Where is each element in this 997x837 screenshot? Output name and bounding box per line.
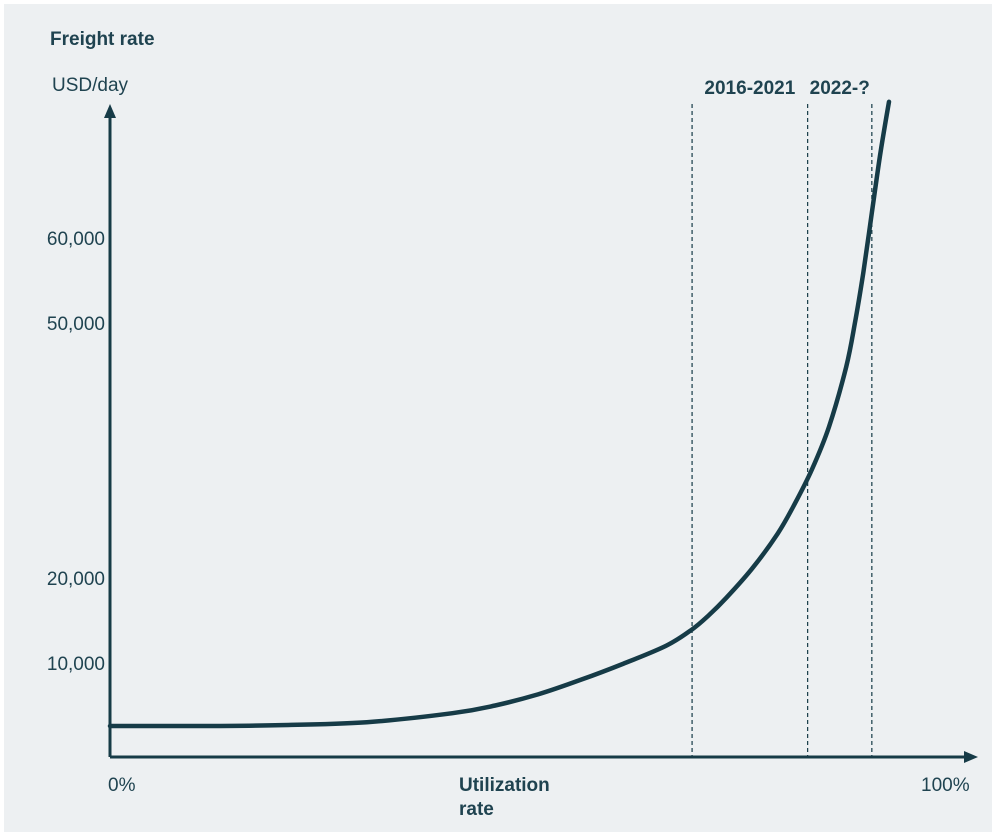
x-axis-arrow — [964, 751, 978, 763]
y-axis-unit: USD/day — [52, 75, 129, 96]
x-tick-label-100: 100% — [921, 775, 970, 796]
y-tick-labels: 10,000 20,000 50,000 60,000 — [47, 229, 105, 675]
y-tick-label-60000: 60,000 — [47, 229, 105, 250]
y-tick-label-20000: 20,000 — [47, 569, 105, 590]
reference-lines — [691, 104, 873, 756]
chart-title: Freight rate — [50, 29, 155, 50]
period-labels: 2016-2021 2022-? — [704, 78, 869, 99]
period-label-2: 2022-? — [810, 78, 870, 99]
x-axis-label-line1: Utilization — [459, 775, 550, 796]
freight-rate-curve — [107, 99, 892, 729]
y-tick-label-50000: 50,000 — [47, 314, 105, 335]
y-tick-label-10000: 10,000 — [47, 654, 105, 675]
x-tick-label-0: 0% — [108, 775, 136, 796]
chart-frame: Freight rate USD/day 2016-2021 2022-? 10,… — [4, 4, 992, 832]
y-axis-arrow — [104, 104, 116, 118]
period-label-1: 2016-2021 — [704, 78, 795, 99]
x-axis-label-line2: rate — [459, 799, 494, 820]
freight-rate-chart: Freight rate USD/day 2016-2021 2022-? 10,… — [47, 29, 978, 820]
